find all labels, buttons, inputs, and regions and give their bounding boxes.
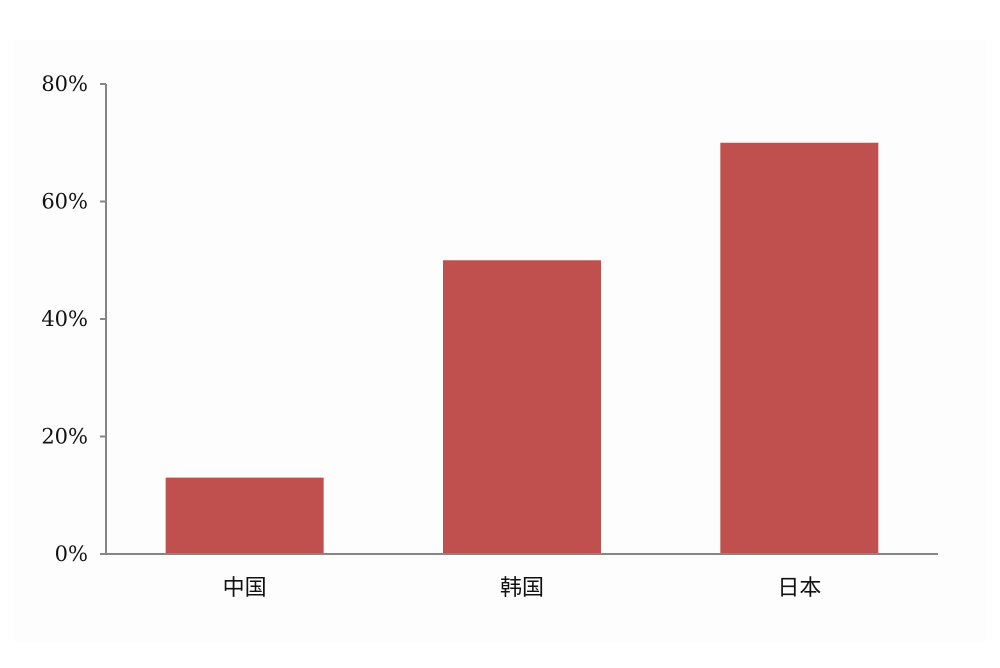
y-tick-label-3: 60% — [41, 190, 88, 214]
bars-group — [165, 142, 879, 554]
y-tick-label-0: 0% — [55, 542, 88, 566]
bar-1 — [443, 260, 601, 554]
y-ticks-group: 0% 20% 40% 60% 80% — [41, 72, 106, 566]
x-category-label-1: 韩国 — [500, 576, 544, 601]
y-tick-label-4: 80% — [41, 72, 88, 96]
bar-0 — [165, 477, 324, 554]
x-labels-group: 中国 韩国 日本 — [223, 576, 822, 601]
x-category-label-2: 日本 — [777, 576, 821, 601]
x-category-label-0: 中国 — [223, 576, 267, 601]
bar-2 — [720, 142, 879, 554]
y-tick-label-1: 20% — [41, 425, 88, 449]
y-tick-label-2: 40% — [41, 307, 88, 331]
